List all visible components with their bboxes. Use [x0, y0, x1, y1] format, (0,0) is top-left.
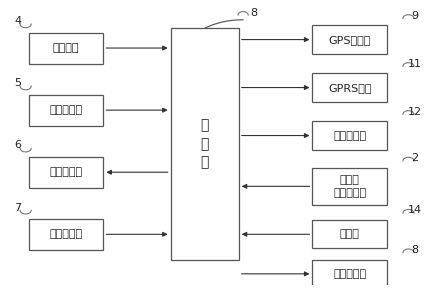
- Text: 7: 7: [14, 202, 22, 213]
- Text: 9: 9: [411, 11, 418, 20]
- Text: 6: 6: [14, 141, 21, 150]
- Text: 输入面板: 输入面板: [53, 43, 79, 53]
- Bar: [312, 73, 386, 102]
- Bar: [170, 28, 238, 260]
- Text: 8: 8: [411, 245, 418, 255]
- Text: 微型打印机: 微型打印机: [332, 269, 365, 279]
- Text: GPS定位器: GPS定位器: [328, 35, 370, 45]
- Bar: [29, 219, 103, 250]
- Text: 声光报警器: 声光报警器: [49, 167, 82, 177]
- Bar: [312, 25, 386, 54]
- Text: 11: 11: [407, 58, 421, 69]
- Bar: [29, 157, 103, 188]
- Bar: [29, 94, 103, 126]
- Bar: [312, 260, 386, 288]
- Text: 运算器: 运算器: [339, 229, 359, 239]
- Bar: [29, 33, 103, 64]
- Text: 数据存储器: 数据存储器: [332, 130, 365, 141]
- Text: 人脸识别器: 人脸识别器: [49, 229, 82, 239]
- Text: 14: 14: [407, 205, 421, 215]
- Text: 控
制
器: 控 制 器: [200, 119, 208, 169]
- Text: 12: 12: [407, 107, 421, 117]
- Text: 电容式
触摸显示屏: 电容式 触摸显示屏: [332, 175, 365, 198]
- Text: 5: 5: [14, 78, 21, 88]
- Text: 2: 2: [411, 153, 418, 163]
- Text: 8: 8: [250, 8, 256, 18]
- Bar: [312, 168, 386, 205]
- Text: 票据扫描器: 票据扫描器: [49, 105, 82, 115]
- Text: GPRS天线: GPRS天线: [327, 83, 371, 92]
- Bar: [312, 220, 386, 249]
- Text: 4: 4: [14, 16, 22, 26]
- Bar: [312, 122, 386, 150]
